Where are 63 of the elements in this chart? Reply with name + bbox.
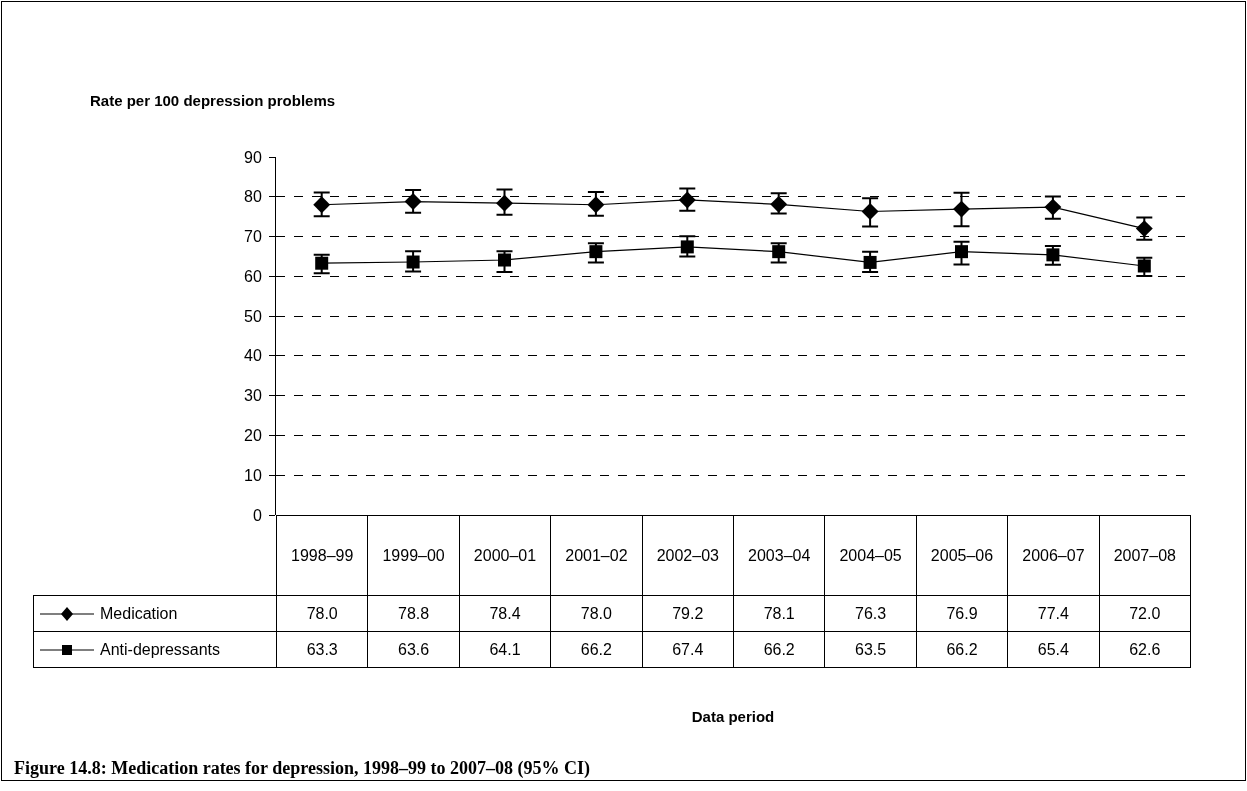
y-axis-title: Rate per 100 depression problems [90, 92, 336, 109]
y-tick-label: 70 [244, 228, 262, 246]
text: Data period [690, 708, 776, 725]
x-tick-label: 2003–04 [733, 515, 826, 596]
data-label: 66.2 [550, 631, 643, 668]
text: Figure 14.8: Medication rates for depression, 1998–99 to 2007–08 (95% CI) [14, 758, 590, 779]
data-label: 72.0 [1098, 595, 1191, 632]
point [587, 196, 605, 214]
data-label: 77.4 [1007, 595, 1100, 632]
x-tick-label: 1999–00 [367, 515, 460, 596]
x-tick-label: 2007–08 [1098, 515, 1191, 596]
y-tick-label: 40 [244, 347, 262, 365]
point [1137, 259, 1151, 273]
data-label: 63.6 [367, 631, 460, 668]
data-label: 66.2 [915, 631, 1009, 668]
point [406, 255, 420, 269]
y-tick-label: 30 [244, 387, 262, 405]
y-tick-label: 90 [244, 148, 262, 166]
point [498, 253, 511, 267]
data-label: 78.0 [550, 595, 643, 632]
data-label: 78.0 [276, 595, 369, 632]
y-tick-label: 10 [244, 466, 262, 484]
data-label: 76.9 [915, 595, 1009, 632]
legend-label: Anti-depressants [100, 640, 221, 659]
data-label: 76.3 [824, 595, 917, 632]
point [313, 196, 331, 214]
data-label: 78.4 [458, 595, 552, 632]
x-tick-label: 2006–07 [1007, 515, 1100, 596]
data-label: 64.1 [458, 631, 552, 668]
point [772, 245, 786, 259]
point [404, 193, 422, 210]
legend-label: Medication [100, 604, 178, 623]
point [496, 194, 513, 212]
data-label: 63.3 [276, 631, 369, 668]
point [1044, 198, 1062, 216]
point [1135, 220, 1153, 238]
x-tick-label: 2001–02 [550, 515, 643, 596]
x-tick-label: 1998–99 [276, 515, 369, 596]
y-tick-label: 50 [244, 307, 262, 325]
data-label: 62.6 [1098, 631, 1191, 668]
y-tick-label: 20 [244, 427, 262, 445]
x-tick-label: 2002–03 [641, 515, 734, 596]
point [589, 245, 603, 259]
data-label: 66.2 [733, 631, 826, 668]
point [315, 256, 329, 270]
data-label: 78.8 [367, 595, 460, 632]
x-tick-label: 2005–06 [915, 515, 1009, 596]
point [863, 255, 877, 269]
point [955, 245, 968, 259]
data-label: 78.1 [733, 595, 826, 632]
data-label: 79.2 [641, 595, 734, 632]
point [953, 200, 970, 218]
data-label: 63.5 [824, 631, 917, 668]
x-tick-label: 2004–05 [824, 515, 917, 596]
point [680, 240, 694, 254]
y-tick-label: 0 [252, 506, 262, 524]
y-tick-label: 80 [244, 188, 262, 206]
y-tick-label: 60 [244, 267, 262, 285]
data-label: 65.4 [1007, 631, 1100, 668]
point [861, 203, 879, 220]
x-tick-label: 2000–01 [458, 515, 552, 596]
point [678, 191, 696, 209]
data-label: 67.4 [641, 631, 734, 668]
